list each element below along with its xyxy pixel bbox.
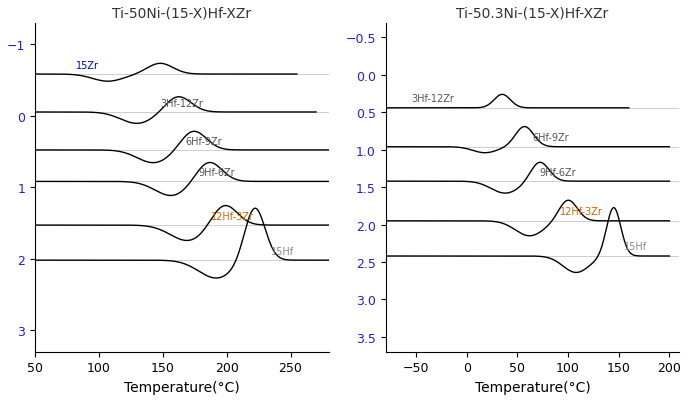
Text: 12Hf-3Zr: 12Hf-3Zr bbox=[211, 211, 254, 221]
Title: Ti-50.3Ni-(15-X)Hf-XZr: Ti-50.3Ni-(15-X)Hf-XZr bbox=[457, 7, 609, 21]
Text: 12Hf-3Zr: 12Hf-3Zr bbox=[560, 207, 603, 217]
Text: 3Hf-12Zr: 3Hf-12Zr bbox=[411, 94, 454, 104]
Text: 15Zr: 15Zr bbox=[76, 61, 99, 71]
X-axis label: Temperature(°C): Temperature(°C) bbox=[475, 380, 591, 394]
Text: 3Hf-12Zr: 3Hf-12Zr bbox=[160, 98, 203, 108]
Text: 6Hf-9Zr: 6Hf-9Zr bbox=[186, 136, 222, 146]
Text: 9Hf-6Zr: 9Hf-6Zr bbox=[540, 167, 576, 177]
Text: 15Hf: 15Hf bbox=[271, 246, 295, 256]
Text: 9Hf-6Zr: 9Hf-6Zr bbox=[199, 168, 235, 178]
Text: 6Hf-9Zr: 6Hf-9Zr bbox=[533, 133, 569, 143]
X-axis label: Temperature(°C): Temperature(°C) bbox=[124, 380, 240, 394]
Title: Ti-50Ni-(15-X)Hf-XZr: Ti-50Ni-(15-X)Hf-XZr bbox=[112, 7, 251, 21]
Text: 15Hf: 15Hf bbox=[624, 242, 647, 252]
